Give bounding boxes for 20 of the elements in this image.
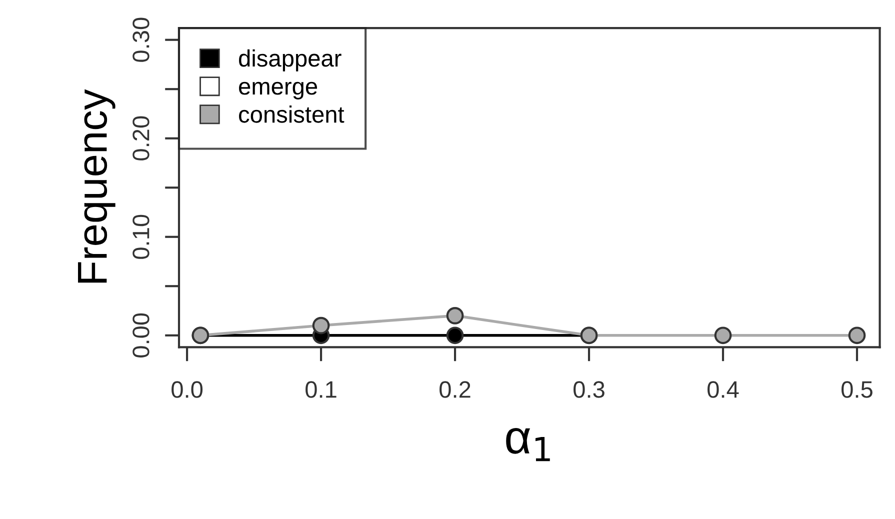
- x-tick-label: 0.0: [172, 381, 203, 398]
- y-tick-label: 0.00: [132, 313, 150, 358]
- point: [312, 316, 330, 334]
- y-tick-label: 0.30: [132, 18, 150, 62]
- y-tick-label: 0.20: [132, 116, 150, 160]
- x-tick-label: 0.2: [440, 381, 470, 398]
- x-tick-label: 0.5: [842, 381, 872, 398]
- point: [446, 326, 464, 344]
- point: [714, 326, 732, 344]
- y-axis-title: Frequency: [78, 89, 116, 283]
- legend-label: disappear: [239, 49, 342, 72]
- x-tick-label: 0.3: [574, 381, 604, 398]
- y-tick-label: 0.10: [132, 214, 150, 259]
- legend-label: emerge: [239, 82, 318, 100]
- point: [446, 307, 464, 324]
- x-axis-title: α$_{1}$: [506, 428, 550, 462]
- x-tick-label: 0.4: [708, 381, 739, 398]
- point: [848, 326, 866, 344]
- legend-label: consistent: [239, 105, 344, 123]
- x-tick-label: 0.1: [306, 381, 336, 398]
